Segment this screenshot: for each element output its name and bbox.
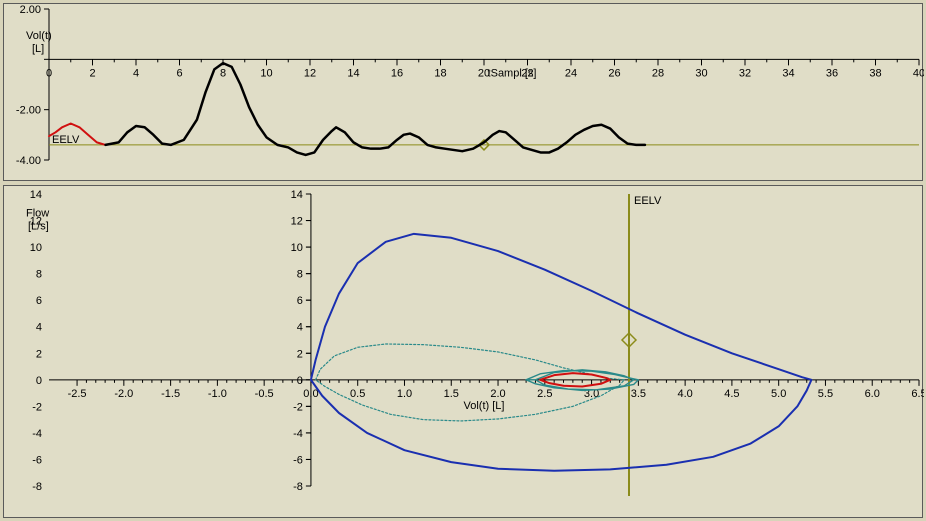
y-tick-label-left: -8 bbox=[32, 481, 42, 493]
y-tick-label: -6 bbox=[293, 454, 303, 466]
x-tick-label: 12 bbox=[304, 67, 316, 79]
x-tick-label: 30 bbox=[695, 67, 707, 79]
loop-blue bbox=[311, 234, 811, 471]
y-tick-label: -2 bbox=[293, 401, 303, 413]
x-tick-label: 32 bbox=[739, 67, 751, 79]
y-tick-label: 10 bbox=[291, 242, 303, 254]
y-tick-label-left: 8 bbox=[36, 269, 42, 281]
x-tick-label: 4.5 bbox=[724, 388, 739, 400]
x-tick-label: 2 bbox=[89, 67, 95, 79]
bottom-chart-panel: -2.5-2.0-1.5-1.0-0.50.00.51.01.52.02.53.… bbox=[3, 185, 923, 518]
y-tick-label: 12 bbox=[291, 216, 303, 228]
top-chart-panel: 0246810121416182022242628303234363840tSa… bbox=[3, 3, 923, 181]
x-tick-label: 1.0 bbox=[397, 388, 412, 400]
y-tick-label-left: 10 bbox=[30, 242, 42, 254]
x-tick-label: 4 bbox=[133, 67, 139, 79]
y-tick-label-left: -4 bbox=[32, 428, 42, 440]
y-tick-label-left: 4 bbox=[36, 322, 42, 334]
x-tick-label: 18 bbox=[434, 67, 446, 79]
y-tick-label-left: 12 bbox=[30, 216, 42, 228]
x-axis-label: Vol(t) [L] bbox=[464, 400, 505, 412]
x-tick-label: -1.5 bbox=[161, 388, 180, 400]
x-tick-label: 8 bbox=[220, 67, 226, 79]
x-tick-label: 2.5 bbox=[537, 388, 552, 400]
y-axis-label-2: [L] bbox=[32, 43, 44, 55]
y-tick-label: -4.00 bbox=[16, 155, 41, 167]
eelv-label: EELV bbox=[52, 134, 80, 146]
x-tick-label: -2.0 bbox=[114, 388, 133, 400]
y-tick-label: 6 bbox=[297, 295, 303, 307]
x-tick-label: 28 bbox=[652, 67, 664, 79]
x-tick-label: 6.5 bbox=[911, 388, 924, 400]
x-tick-label: 4.0 bbox=[677, 388, 692, 400]
x-tick-label: -0.5 bbox=[255, 388, 274, 400]
y-tick-label-left: 6 bbox=[36, 295, 42, 307]
x-tick-label: 36 bbox=[826, 67, 838, 79]
y-tick-label-left: -6 bbox=[32, 454, 42, 466]
y-tick-label-left: 0 bbox=[36, 375, 42, 387]
x-tick-label: 34 bbox=[782, 67, 794, 79]
y-tick-label: -8 bbox=[293, 481, 303, 493]
y-tick-label: -4 bbox=[293, 428, 303, 440]
x-tick-label: 40 bbox=[913, 67, 924, 79]
x-tick-label: 26 bbox=[608, 67, 620, 79]
x-tick-label: 16 bbox=[391, 67, 403, 79]
y-tick-label: 2.00 bbox=[20, 4, 41, 16]
x-tick-label: 5.5 bbox=[818, 388, 833, 400]
y-tick-label: 0 bbox=[297, 375, 303, 387]
x-tick-label: 3.5 bbox=[631, 388, 646, 400]
y-tick-label: 8 bbox=[297, 269, 303, 281]
y-tick-label-left: 2 bbox=[36, 348, 42, 360]
x-tick-label: 6.0 bbox=[865, 388, 880, 400]
y-tick-label: -2.00 bbox=[16, 105, 41, 117]
x-tick-label: 6 bbox=[176, 67, 182, 79]
y-tick-label: 4 bbox=[297, 322, 303, 334]
y-tick-label: 14 bbox=[291, 189, 303, 201]
x-tick-label: 10 bbox=[260, 67, 272, 79]
x-tick-label: 38 bbox=[869, 67, 881, 79]
y-tick-label: 2 bbox=[297, 348, 303, 360]
y-tick-label-left: -2 bbox=[32, 401, 42, 413]
eelv-label: EELV bbox=[634, 195, 662, 207]
x-tick-label: 14 bbox=[347, 67, 359, 79]
x-tick-label: 5.0 bbox=[771, 388, 786, 400]
y-tick-label-left: 14 bbox=[30, 189, 42, 201]
y-axis-label-1: Vol(t) bbox=[26, 30, 52, 42]
x-tick-label: 1.5 bbox=[444, 388, 459, 400]
x-tick-label: -1.0 bbox=[208, 388, 227, 400]
x-tick-label: -2.5 bbox=[68, 388, 87, 400]
x-tick-label: 0.5 bbox=[350, 388, 365, 400]
x-tick-label: 2.0 bbox=[490, 388, 505, 400]
x-axis-label: tSampl [s] bbox=[488, 67, 537, 79]
x-tick-label: 24 bbox=[565, 67, 577, 79]
